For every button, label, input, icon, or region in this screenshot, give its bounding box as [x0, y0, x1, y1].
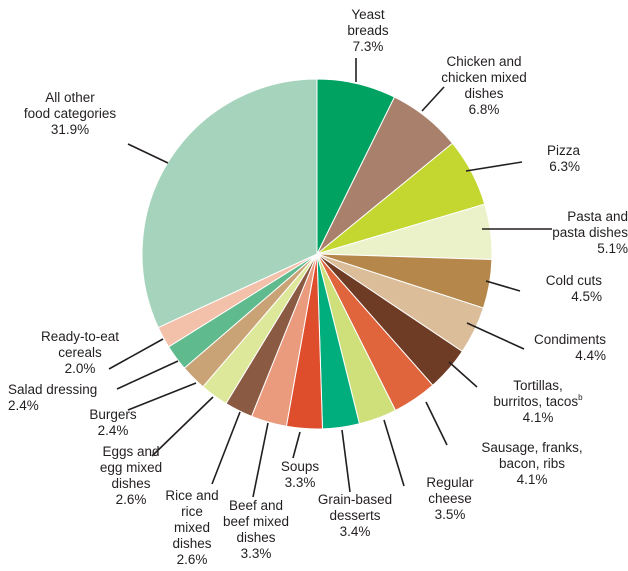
slice-label: Pizza 6.3% — [547, 143, 581, 174]
slice-label-line: Eggs and — [102, 444, 159, 459]
slice-label-line: chicken mixed — [441, 70, 527, 85]
slice-label-line: Regular — [426, 475, 474, 490]
slice-label-line: Grain-based — [318, 492, 392, 507]
slice-label-line: Cold cuts — [546, 273, 603, 288]
slice-label-line: Pasta and — [567, 209, 628, 224]
slice-label-line: Beef and — [229, 498, 283, 513]
leader-line — [127, 382, 197, 411]
leader-line — [465, 161, 523, 172]
slice-label-line: food categories — [24, 106, 117, 121]
slice-label-line: All other — [45, 90, 95, 105]
slice-label-line: 7.3% — [353, 39, 384, 54]
slice-label: Rice and rice mixed dishes 2.6% — [165, 488, 218, 567]
slice-label-line: Rice and — [165, 488, 218, 503]
slice-label-line: 3.4% — [340, 524, 371, 539]
slice-label-line: 5.1% — [597, 241, 628, 256]
slice-label: Beef and beef mixed dishes 3.3% — [223, 498, 289, 561]
slice-label-line: dishes — [172, 536, 211, 551]
slice-label-line: Ready-to-eat — [41, 329, 119, 344]
slice-label-line: Pizza — [547, 143, 581, 158]
slice-label: Tortillas, burritos, tacosb 4.1% — [493, 378, 583, 425]
slice-label: Soups 3.3% — [281, 459, 320, 490]
slice-label-line: 6.8% — [469, 102, 500, 117]
slice-label-line: Salad dressing — [8, 382, 97, 397]
slice-label-line: 2.0% — [65, 361, 96, 376]
slice-label-line: 2.4% — [8, 398, 39, 413]
slice-label: Eggs and egg mixed dishes 2.6% — [100, 444, 162, 507]
slice-label-line: Tortillas, — [513, 378, 563, 393]
leader-line — [485, 280, 521, 292]
leader-line — [108, 338, 164, 370]
slice-label-line: pasta dishes — [552, 225, 628, 240]
leader-lines — [108, 58, 552, 498]
leader-line — [252, 422, 269, 498]
leader-line — [292, 431, 301, 459]
slice-label-line: dishes — [236, 530, 275, 545]
slice-label: Ready-to-eat cereals 2.0% — [41, 329, 119, 376]
pie-slices — [141, 78, 493, 430]
footnote-marker: b — [578, 393, 583, 402]
slice-label-line: egg mixed — [100, 460, 162, 475]
slice-label-line: bacon, ribs — [499, 456, 565, 471]
slice-labels: Yeast breads 7.3%Chicken and chicken mixed d… — [8, 7, 628, 567]
slice-label: Condiments 4.4% — [534, 332, 606, 363]
slice-label-line: 3.3% — [241, 546, 272, 561]
slice-label: Pasta and pasta dishes 5.1% — [552, 209, 628, 256]
slice-label-line: Yeast — [351, 7, 385, 22]
leader-line — [466, 322, 525, 350]
slice-label: Sausage, franks, bacon, ribs 4.1% — [481, 440, 582, 487]
slice-label-line: 3.5% — [435, 507, 466, 522]
slice-label-line: beef mixed — [223, 514, 289, 529]
leader-line — [116, 360, 179, 390]
slice-label: Salad dressing 2.4% — [8, 382, 97, 413]
slice-label-line: breads — [347, 23, 389, 38]
slice-label: All other food categories 31.9% — [24, 90, 117, 137]
slice-label-line: Burgers — [89, 407, 137, 422]
slice-label-line: Soups — [281, 459, 320, 474]
slice-label-line: Condiments — [534, 332, 606, 347]
slice-label-line: dishes — [464, 86, 503, 101]
leader-line — [383, 419, 405, 487]
slice-label: Burgers 2.4% — [89, 407, 137, 438]
slice-label: Grain-based desserts 3.4% — [318, 492, 392, 539]
slice-label: Yeast breads 7.3% — [347, 7, 389, 54]
slice-label-line: 4.4% — [575, 348, 606, 363]
slice-label-line: 3.3% — [285, 475, 316, 490]
slice-label: Cold cuts 4.5% — [546, 273, 603, 304]
leader-line — [151, 396, 214, 457]
slice-label-line: 4.1% — [517, 472, 548, 487]
slice-label-line: rice — [181, 504, 203, 519]
slice-label-line: 4.5% — [571, 289, 602, 304]
slice-label-line: 31.9% — [51, 122, 89, 137]
slice-label: Regular cheese 3.5% — [426, 475, 474, 522]
leader-line — [211, 411, 241, 485]
slice-label-line: 4.1% — [523, 410, 554, 425]
slice-label-line: 6.3% — [549, 159, 580, 174]
leader-line — [425, 401, 448, 446]
slice-label-line: cheese — [428, 491, 472, 506]
pie-slice — [141, 78, 318, 329]
slice-label-line: Chicken and — [446, 54, 521, 69]
slice-label-line: desserts — [329, 508, 380, 523]
slice-label-line: 2.6% — [177, 552, 208, 567]
leader-line — [127, 143, 169, 164]
slice-label-line: burritos, tacosb — [493, 393, 583, 409]
leader-line — [448, 361, 478, 388]
slice-label-line: mixed — [174, 520, 210, 535]
leader-line — [421, 86, 445, 112]
slice-label-line: cereals — [58, 345, 102, 360]
slice-label-line: 2.4% — [98, 423, 129, 438]
slice-label-line: 2.6% — [116, 492, 147, 507]
slice-label-line: dishes — [111, 476, 150, 491]
slice-label: Chicken and chicken mixed dishes 6.8% — [441, 54, 527, 117]
leader-line — [341, 429, 351, 493]
slice-label-line: Sausage, franks, — [481, 440, 582, 455]
